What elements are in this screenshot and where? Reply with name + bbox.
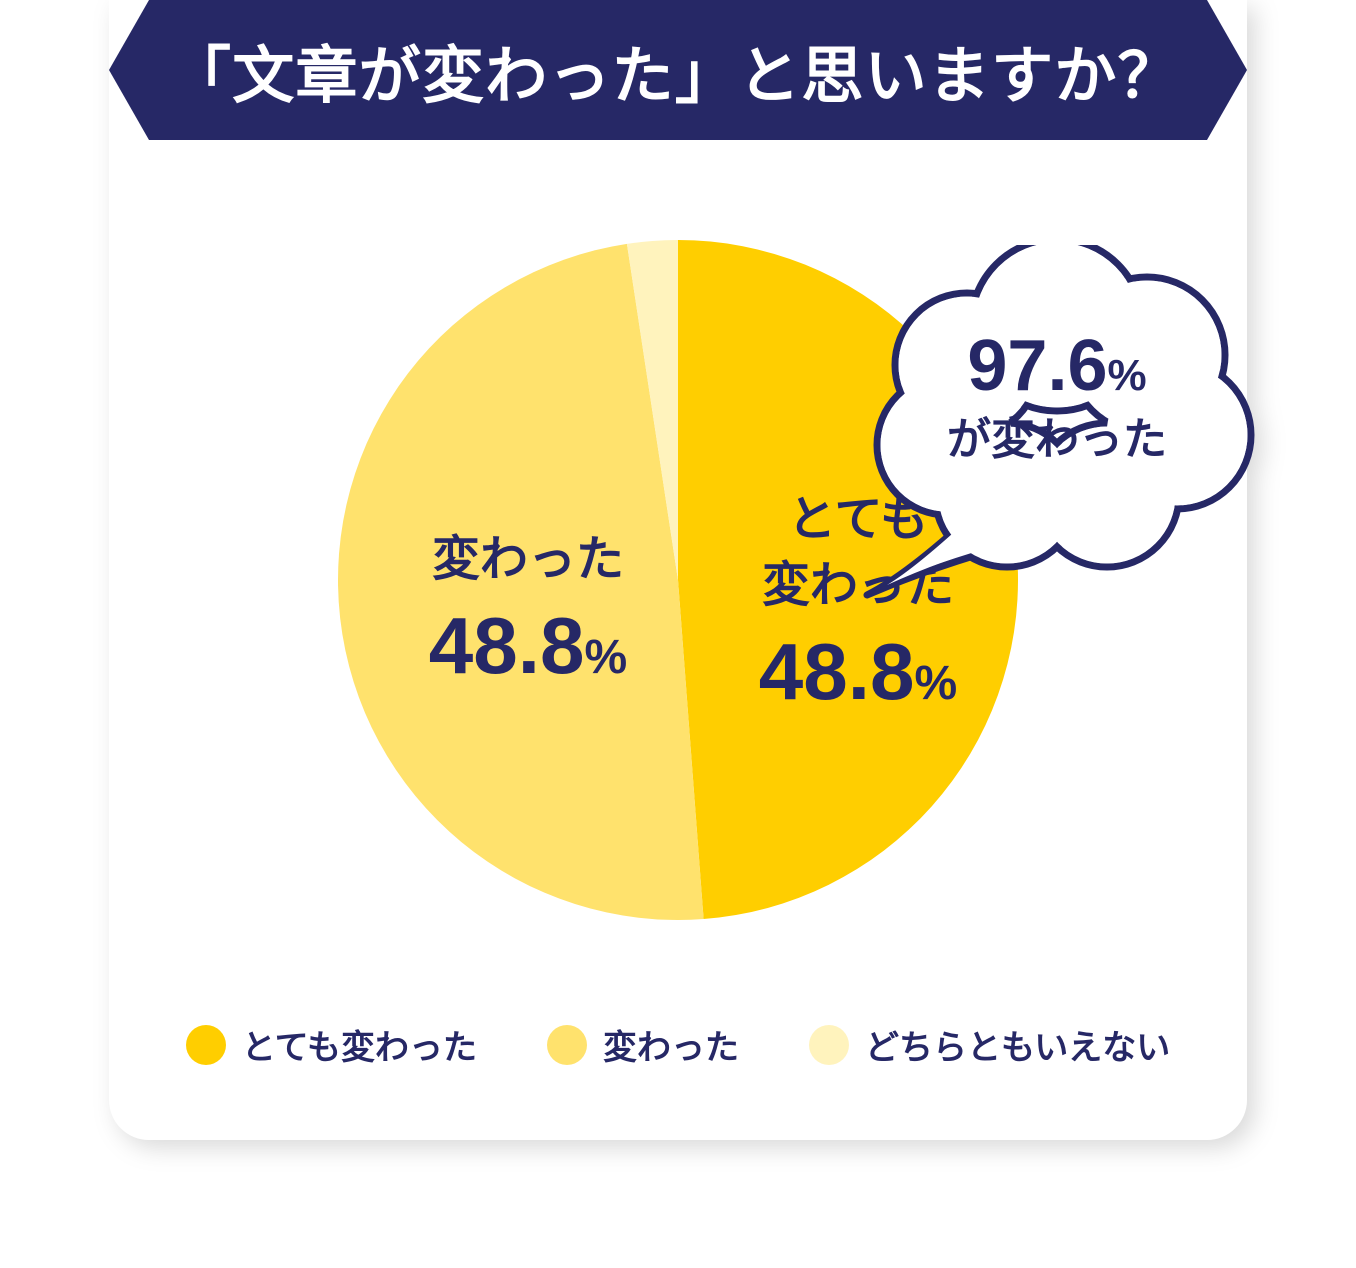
legend-item-1: 変わった <box>547 1020 739 1069</box>
legend-item-0: とても変わった <box>186 1020 477 1069</box>
legend-label: とても変わった <box>242 1020 477 1069</box>
legend-swatch <box>186 1025 226 1065</box>
slice-label-changed: 変わった 48.8% <box>378 530 678 696</box>
legend-swatch <box>547 1025 587 1065</box>
legend: とても変わった 変わった どちらともいえない <box>109 1020 1247 1119</box>
legend-item-2: どちらともいえない <box>809 1020 1170 1069</box>
legend-label: 変わった <box>603 1020 739 1069</box>
title-banner: 「文章が変わった」と思いますか？ <box>109 0 1247 140</box>
title-text: 「文章が変わった」と思いますか？ <box>169 25 1181 115</box>
chart-area: とても 変わった 48.8% 変わった 48.8% 97.6% が変わった <box>109 140 1247 1020</box>
callout-bubble: 97.6% が変わった <box>847 245 1267 610</box>
legend-swatch <box>809 1025 849 1065</box>
survey-card: 「文章が変わった」と思いますか？ とても 変わった 48.8% 変わった 48.… <box>109 0 1247 1140</box>
callout-text: 97.6% が変わった <box>887 325 1227 467</box>
legend-label: どちらともいえない <box>865 1020 1170 1069</box>
